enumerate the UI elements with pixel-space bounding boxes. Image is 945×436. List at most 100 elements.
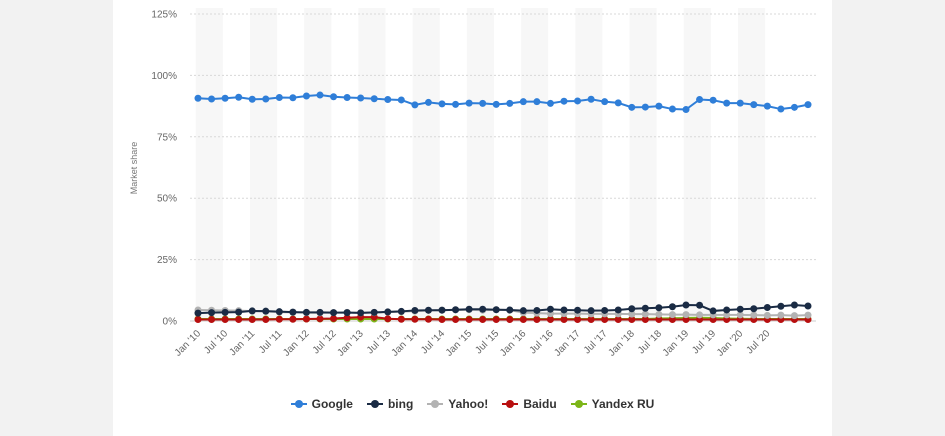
data-point[interactable] <box>668 316 676 324</box>
data-point[interactable] <box>546 305 554 313</box>
data-point[interactable] <box>235 316 243 324</box>
data-point[interactable] <box>465 99 473 107</box>
data-point[interactable] <box>248 95 256 103</box>
data-point[interactable] <box>289 315 297 323</box>
data-point[interactable] <box>248 316 256 324</box>
data-point[interactable] <box>438 306 446 314</box>
data-point[interactable] <box>221 94 229 102</box>
data-point[interactable] <box>519 98 527 106</box>
data-point[interactable] <box>397 315 405 323</box>
data-point[interactable] <box>330 309 338 317</box>
data-point[interactable] <box>682 106 690 114</box>
data-point[interactable] <box>790 103 798 111</box>
legend-item-yandex-ru[interactable]: Yandex RU <box>570 397 654 411</box>
data-point[interactable] <box>587 95 595 103</box>
data-point[interactable] <box>533 98 541 106</box>
data-point[interactable] <box>587 316 595 324</box>
data-point[interactable] <box>316 308 324 316</box>
data-point[interactable] <box>302 315 310 323</box>
data-point[interactable] <box>804 311 812 319</box>
data-point[interactable] <box>438 100 446 108</box>
data-point[interactable] <box>736 311 744 319</box>
data-point[interactable] <box>574 316 582 324</box>
data-point[interactable] <box>696 311 704 319</box>
data-point[interactable] <box>601 306 609 314</box>
legend-item-baidu[interactable]: Baidu <box>502 397 557 411</box>
data-point[interactable] <box>723 311 731 319</box>
data-point[interactable] <box>275 308 283 316</box>
data-point[interactable] <box>546 316 554 324</box>
data-point[interactable] <box>370 95 378 103</box>
data-point[interactable] <box>763 102 771 110</box>
series-baidu[interactable] <box>194 313 812 324</box>
data-point[interactable] <box>221 316 229 324</box>
data-point[interactable] <box>506 316 514 324</box>
data-point[interactable] <box>289 94 297 102</box>
data-point[interactable] <box>397 96 405 104</box>
data-point[interactable] <box>194 316 202 324</box>
data-point[interactable] <box>614 99 622 107</box>
data-point[interactable] <box>574 97 582 105</box>
data-point[interactable] <box>384 95 392 103</box>
data-point[interactable] <box>750 311 758 319</box>
data-point[interactable] <box>655 316 663 324</box>
data-point[interactable] <box>289 308 297 316</box>
data-point[interactable] <box>452 100 460 108</box>
data-point[interactable] <box>208 309 216 317</box>
data-point[interactable] <box>601 98 609 106</box>
data-point[interactable] <box>709 96 717 104</box>
data-point[interactable] <box>668 303 676 311</box>
data-point[interactable] <box>641 304 649 312</box>
data-point[interactable] <box>438 316 446 324</box>
data-point[interactable] <box>343 309 351 317</box>
data-point[interactable] <box>614 316 622 324</box>
data-point[interactable] <box>736 305 744 313</box>
data-point[interactable] <box>777 302 785 310</box>
data-point[interactable] <box>560 316 568 324</box>
data-point[interactable] <box>506 306 514 314</box>
data-point[interactable] <box>519 316 527 324</box>
data-point[interactable] <box>750 305 758 313</box>
data-point[interactable] <box>601 316 609 324</box>
data-point[interactable] <box>655 310 663 318</box>
data-point[interactable] <box>790 301 798 309</box>
data-point[interactable] <box>777 105 785 113</box>
data-point[interactable] <box>424 98 432 106</box>
data-point[interactable] <box>452 316 460 324</box>
data-point[interactable] <box>533 316 541 324</box>
data-point[interactable] <box>709 307 717 315</box>
data-point[interactable] <box>641 316 649 324</box>
data-point[interactable] <box>641 103 649 111</box>
data-point[interactable] <box>411 306 419 314</box>
data-point[interactable] <box>262 95 270 103</box>
data-point[interactable] <box>194 94 202 102</box>
data-point[interactable] <box>479 99 487 107</box>
data-point[interactable] <box>479 305 487 313</box>
data-point[interactable] <box>628 316 636 324</box>
data-point[interactable] <box>628 305 636 313</box>
data-point[interactable] <box>519 307 527 315</box>
data-point[interactable] <box>560 306 568 314</box>
data-point[interactable] <box>302 308 310 316</box>
data-point[interactable] <box>682 301 690 309</box>
data-point[interactable] <box>370 308 378 316</box>
data-point[interactable] <box>235 308 243 316</box>
data-point[interactable] <box>750 101 758 109</box>
data-point[interactable] <box>804 101 812 109</box>
data-point[interactable] <box>628 310 636 318</box>
data-point[interactable] <box>262 307 270 315</box>
data-point[interactable] <box>492 316 500 324</box>
data-point[interactable] <box>275 315 283 323</box>
data-point[interactable] <box>668 105 676 113</box>
data-point[interactable] <box>302 92 310 100</box>
data-point[interactable] <box>208 316 216 324</box>
data-point[interactable] <box>330 93 338 101</box>
data-point[interactable] <box>587 307 595 315</box>
data-point[interactable] <box>492 306 500 314</box>
data-point[interactable] <box>533 306 541 314</box>
data-point[interactable] <box>696 301 704 309</box>
data-point[interactable] <box>790 312 798 320</box>
data-point[interactable] <box>696 95 704 103</box>
data-point[interactable] <box>682 311 690 319</box>
legend-item-yahoo[interactable]: Yahoo! <box>427 397 488 411</box>
